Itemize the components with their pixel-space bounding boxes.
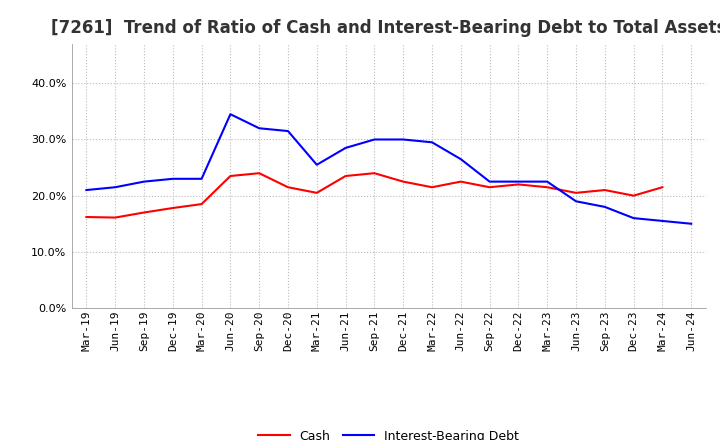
Interest-Bearing Debt <box>82 187 91 193</box>
Cash <box>111 215 120 220</box>
Interest-Bearing Debt <box>485 179 494 184</box>
Interest-Bearing Debt <box>658 218 667 224</box>
Interest-Bearing Debt <box>168 176 177 181</box>
Cash <box>600 187 609 193</box>
Interest-Bearing Debt <box>687 221 696 227</box>
Line: Interest-Bearing Debt: Interest-Bearing Debt <box>86 114 691 224</box>
Cash <box>197 202 206 207</box>
Legend: Cash, Interest-Bearing Debt: Cash, Interest-Bearing Debt <box>253 425 524 440</box>
Interest-Bearing Debt <box>370 137 379 142</box>
Cash <box>341 173 350 179</box>
Interest-Bearing Debt <box>312 162 321 167</box>
Interest-Bearing Debt <box>514 179 523 184</box>
Interest-Bearing Debt <box>600 204 609 209</box>
Interest-Bearing Debt <box>197 176 206 181</box>
Cash <box>312 190 321 195</box>
Cash <box>399 179 408 184</box>
Interest-Bearing Debt <box>140 179 148 184</box>
Interest-Bearing Debt <box>255 125 264 131</box>
Cash <box>543 185 552 190</box>
Cash <box>428 185 436 190</box>
Cash <box>284 185 292 190</box>
Cash <box>140 210 148 215</box>
Cash <box>485 185 494 190</box>
Cash <box>658 185 667 190</box>
Interest-Bearing Debt <box>456 157 465 162</box>
Interest-Bearing Debt <box>399 137 408 142</box>
Cash <box>168 205 177 211</box>
Cash <box>514 182 523 187</box>
Cash <box>82 214 91 220</box>
Interest-Bearing Debt <box>111 185 120 190</box>
Interest-Bearing Debt <box>226 112 235 117</box>
Cash <box>572 190 580 195</box>
Interest-Bearing Debt <box>428 139 436 145</box>
Line: Cash: Cash <box>86 173 662 217</box>
Cash <box>370 171 379 176</box>
Cash <box>226 173 235 179</box>
Cash <box>255 171 264 176</box>
Interest-Bearing Debt <box>543 179 552 184</box>
Title: [7261]  Trend of Ratio of Cash and Interest-Bearing Debt to Total Assets: [7261] Trend of Ratio of Cash and Intere… <box>51 19 720 37</box>
Interest-Bearing Debt <box>284 128 292 134</box>
Cash <box>456 179 465 184</box>
Interest-Bearing Debt <box>629 216 638 221</box>
Interest-Bearing Debt <box>341 145 350 150</box>
Interest-Bearing Debt <box>572 198 580 204</box>
Cash <box>629 193 638 198</box>
